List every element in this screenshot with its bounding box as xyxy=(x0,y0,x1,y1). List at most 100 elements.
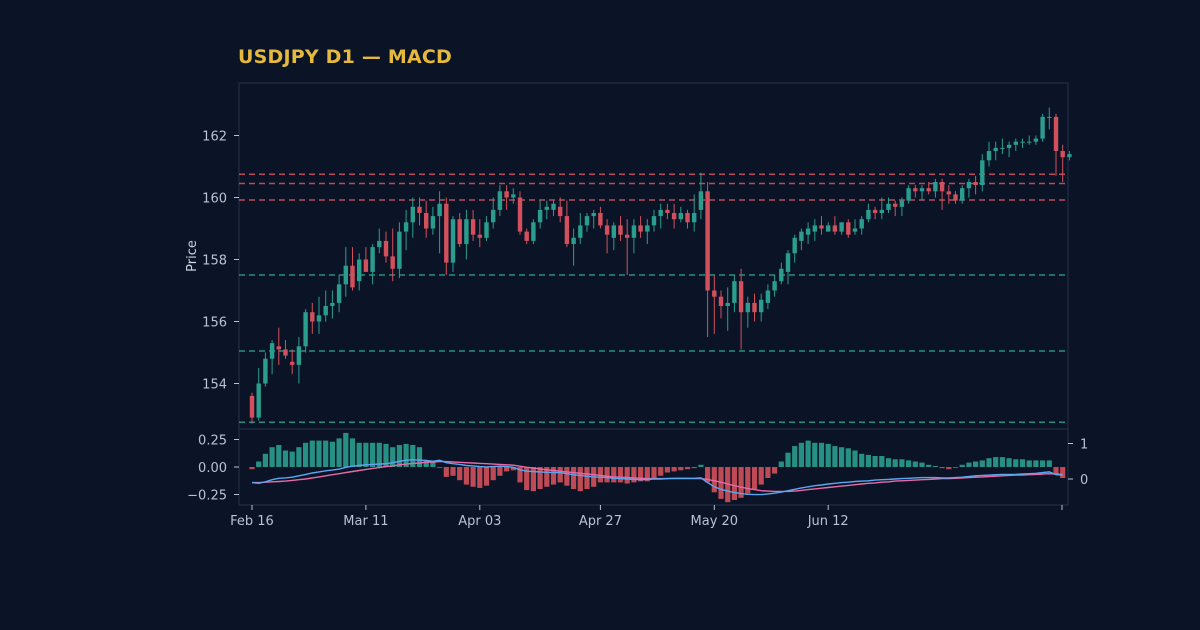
macd-histogram-bar xyxy=(611,467,617,483)
macd-histogram-bar xyxy=(906,460,912,467)
x-tick-label: Apr 03 xyxy=(458,514,501,529)
candle-body xyxy=(276,346,281,350)
candle-body xyxy=(564,216,570,244)
macd-histogram-bar xyxy=(818,442,825,467)
candle-body xyxy=(933,182,938,192)
candle-body xyxy=(1013,141,1018,145)
candle-body xyxy=(745,302,750,313)
macd-histogram-bar xyxy=(644,467,650,482)
candle-body xyxy=(692,213,697,223)
candle-body xyxy=(524,231,529,241)
macd-histogram-bar xyxy=(698,464,704,467)
candle-body xyxy=(464,219,469,244)
price-panel-frame xyxy=(238,82,1069,430)
macd-histogram-bar xyxy=(805,440,811,467)
price-axis-label: Price xyxy=(185,240,200,272)
macd-histogram-bar xyxy=(450,467,456,476)
x-tick-label: Jun 12 xyxy=(807,514,849,529)
candle-body xyxy=(993,147,998,151)
candle-body xyxy=(839,222,844,232)
macd-histogram-bar xyxy=(624,467,630,484)
price-tick-label: 156 xyxy=(202,316,227,331)
macd-histogram-bar xyxy=(356,442,362,467)
chart-title: USDJPY D1 — MACD xyxy=(238,46,452,68)
macd-histogram-bar xyxy=(993,457,999,467)
macd-histogram-bar xyxy=(865,454,871,467)
candle-body xyxy=(879,209,884,213)
candle-body xyxy=(779,268,784,282)
macd-histogram-bar xyxy=(765,467,771,478)
macd-histogram-bar xyxy=(946,467,952,470)
candle-body xyxy=(819,225,824,229)
candle-body xyxy=(571,237,576,244)
macd-histogram-bar xyxy=(403,443,409,467)
macd-left-tick-label: −0.25 xyxy=(187,489,227,504)
macd-histogram-bar xyxy=(577,467,583,492)
macd-histogram-bar xyxy=(282,450,289,467)
candle-body xyxy=(437,203,442,217)
macd-histogram-bar xyxy=(390,447,396,467)
candle-body xyxy=(296,346,302,365)
macd-histogram-bar xyxy=(323,440,329,467)
macd-left-tick-label: 0.00 xyxy=(198,461,227,476)
macd-histogram-bar xyxy=(879,456,885,467)
candle-body xyxy=(645,225,650,232)
macd-histogram-bar xyxy=(316,440,322,467)
candle-body xyxy=(310,312,315,322)
price-tick-label: 154 xyxy=(202,378,227,393)
candle-body xyxy=(812,225,817,232)
candle-body xyxy=(980,160,985,186)
macd-histogram-bar xyxy=(256,461,262,467)
macd-histogram-bar xyxy=(396,445,402,467)
candle-body xyxy=(1006,144,1012,148)
candle-body xyxy=(618,225,623,235)
macd-histogram-bar xyxy=(852,450,858,467)
candle-body xyxy=(859,219,864,229)
candle-body xyxy=(698,191,704,210)
candle-body xyxy=(531,222,536,241)
macd-histogram-bar xyxy=(711,467,717,493)
x-tick-label: May 20 xyxy=(691,514,739,529)
macd-histogram-bar xyxy=(504,467,510,472)
candle-body xyxy=(558,206,563,217)
candle-body xyxy=(403,222,409,232)
candle-body xyxy=(551,203,556,210)
price-tick-label: 158 xyxy=(202,254,227,269)
macd-histogram-bar xyxy=(564,467,570,486)
candle-body xyxy=(484,222,489,238)
macd-histogram-bar xyxy=(1033,460,1039,467)
candle-body xyxy=(705,191,710,291)
candle-body xyxy=(1053,116,1059,151)
candle-body xyxy=(1033,138,1039,142)
macd-histogram-bar xyxy=(892,459,898,467)
macd-histogram-bar xyxy=(798,442,804,467)
macd-histogram-bar xyxy=(296,447,302,467)
candle-body xyxy=(249,395,255,418)
macd-histogram-bar xyxy=(376,442,382,467)
candle-body xyxy=(792,237,797,254)
macd-histogram-bar xyxy=(885,458,892,467)
candle-body xyxy=(893,203,898,207)
macd-histogram-bar xyxy=(584,467,590,489)
macd-histogram-bar xyxy=(1006,458,1012,467)
macd-histogram-bar xyxy=(832,446,838,467)
macd-histogram-bar xyxy=(705,467,711,483)
macd-histogram-bar xyxy=(329,441,335,467)
candle-body xyxy=(491,209,496,223)
candle-body xyxy=(973,182,978,186)
macd-histogram-bar xyxy=(999,457,1005,467)
candle-body xyxy=(946,191,951,195)
candle-body xyxy=(584,216,590,226)
candle-body xyxy=(1027,141,1032,143)
candle-body xyxy=(1040,116,1045,139)
candle-body xyxy=(826,225,831,232)
candle-body xyxy=(611,225,616,238)
candle-body xyxy=(953,194,958,201)
candle-body xyxy=(256,383,261,418)
macd-histogram-bar xyxy=(772,467,778,474)
candle-body xyxy=(725,302,730,306)
macd-right-tick-label: 0 xyxy=(1080,473,1088,488)
macd-histogram-bar xyxy=(497,467,503,476)
macd-histogram-bar xyxy=(249,467,255,470)
